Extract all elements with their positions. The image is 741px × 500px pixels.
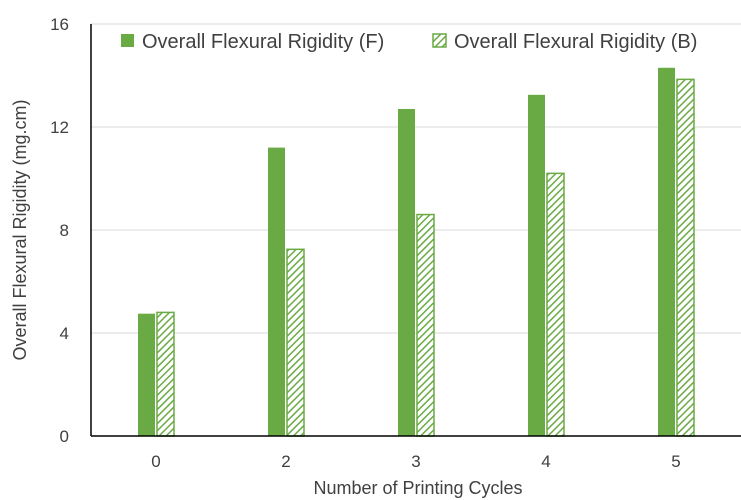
bar-series-f [268,147,285,436]
bar-series-f [398,108,415,436]
axes [90,24,741,437]
y-tick-label: 4 [60,324,69,343]
legend-swatch-b [432,33,447,48]
y-tick-label: 0 [60,427,69,446]
x-tick-label: 4 [541,452,550,471]
legend-label-f: Overall Flexural Rigidity (F) [142,31,384,53]
bar-series-b [546,172,565,437]
y-tick-label: 16 [50,15,69,34]
x-tick-label: 5 [671,452,680,471]
x-tick-label: 0 [151,452,160,471]
x-tick-labels: 0 2 3 4 5 [151,452,680,471]
bars [138,67,695,437]
bar-series-b [676,78,695,437]
bar-series-f [138,313,155,436]
legend-swatch-f [121,34,134,47]
y-tick-label: 12 [50,118,69,137]
legend-label-b: Overall Flexural Rigidity (B) [454,31,697,53]
bar-series-b [416,213,435,437]
y-tick-label: 8 [60,221,69,240]
legend: Overall Flexural Rigidity (F) Overall Fle… [121,31,697,53]
bar-series-f [658,67,675,437]
y-axis-title: Overall Flexural Rigidity (mg.cm) [10,99,30,360]
bar-series-b [286,248,305,437]
gridlines [91,23,741,334]
bar-series-b [156,311,175,437]
bar-series-f [528,94,545,436]
x-tick-label: 2 [281,452,290,471]
x-tick-label: 3 [411,452,420,471]
y-tick-labels: 0 4 8 12 16 [50,15,69,446]
x-axis-title: Number of Printing Cycles [313,478,522,498]
